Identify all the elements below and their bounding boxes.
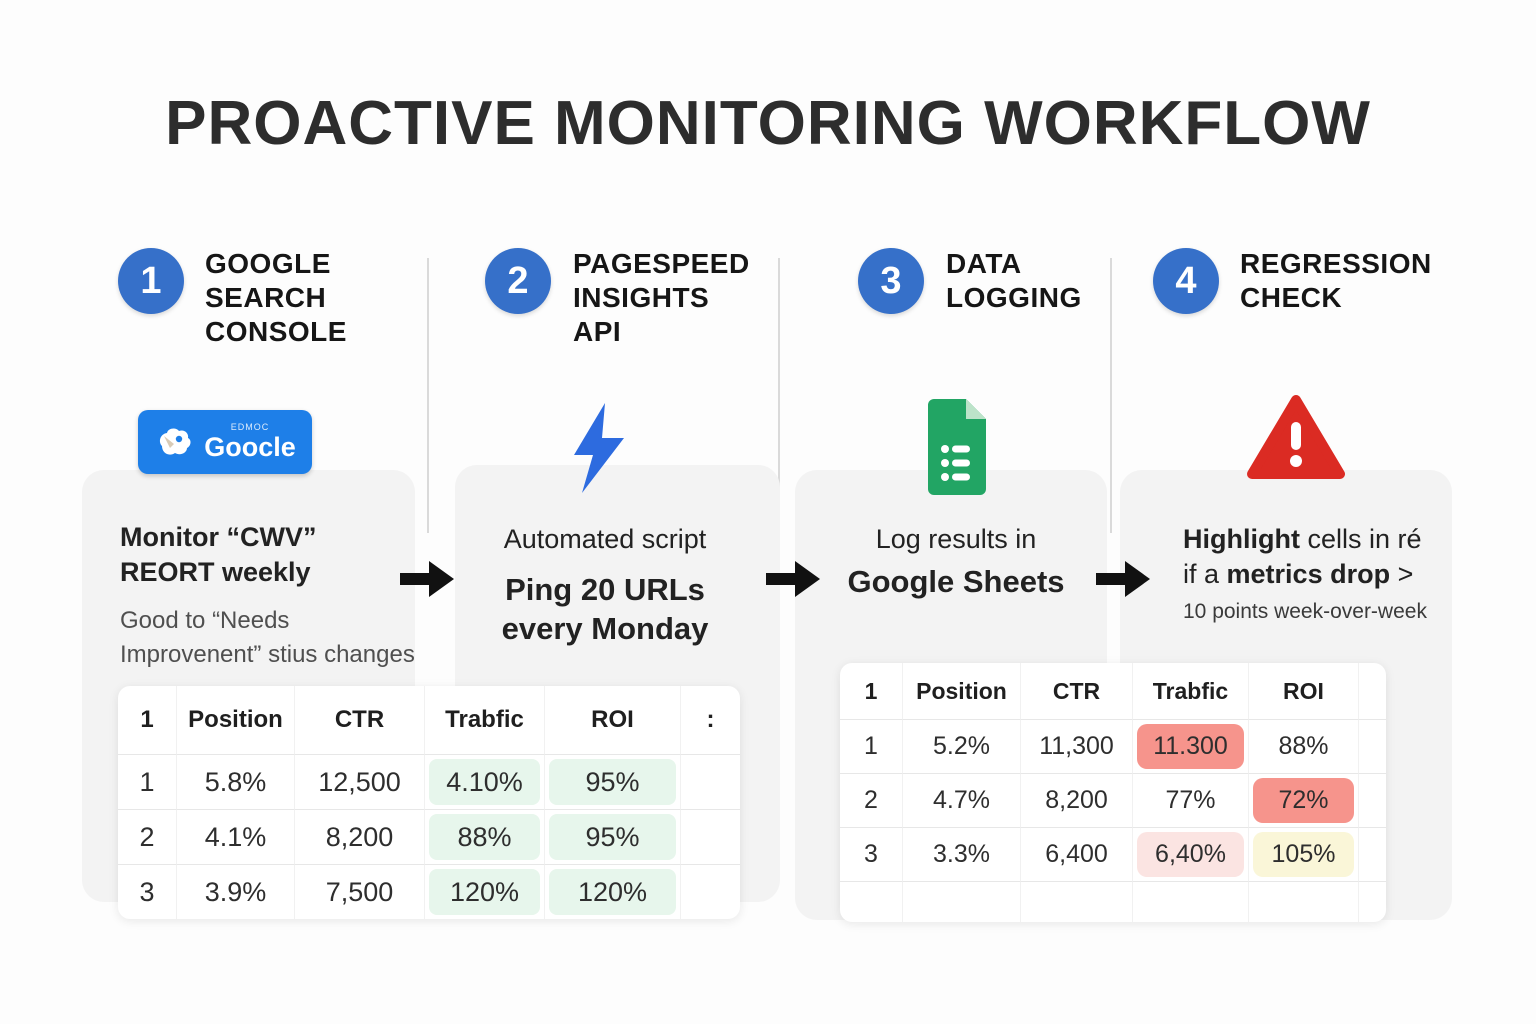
cell-ctr: 11,300 (1020, 719, 1132, 773)
step1-desc-sub: Good to “Needs Improvenent” stius changes (120, 607, 415, 668)
cell-roi-warn: 105% (1248, 827, 1358, 881)
step4-number: 4 (1175, 259, 1197, 302)
cell-trabfic: 120% (424, 864, 544, 919)
gsc-metrics-table: 1 Position CTR Trabfic ROI : 1 5.8% 12,5… (118, 686, 740, 919)
warning-triangle-icon (1247, 395, 1345, 479)
step4-desc-sub: 10 points week-over-week (1183, 600, 1427, 624)
col-header: ROI (544, 686, 680, 754)
col-header: Trabfic (1132, 663, 1248, 719)
cell-trabfic-warn: 6,40% (1132, 827, 1248, 881)
google-bird-icon (160, 428, 191, 455)
cell-position: 5.8% (176, 754, 294, 809)
column-divider (778, 258, 780, 533)
cell-position: 3.3% (902, 827, 1020, 881)
step3-description: Log results in Google Sheets (800, 522, 1112, 602)
col-header: CTR (294, 686, 424, 754)
table-row: 1 5.2% 11,300 11.300 88% (840, 719, 1386, 773)
col-header: Trabfic (424, 686, 544, 754)
row-number: 1 (840, 719, 902, 773)
row-number: 1 (118, 754, 176, 809)
google-logo-badge: EDMOC Goocle (138, 410, 312, 474)
cell-position: 4.1% (176, 809, 294, 864)
step3-desc-bold: Google Sheets (847, 564, 1065, 600)
arrow-right-icon (400, 561, 454, 597)
step3-title: DATA LOGGING (946, 248, 1082, 314)
table-row: 3 3.3% 6,400 6,40% 105% (840, 827, 1386, 881)
col-header: CTR (1020, 663, 1132, 719)
cell-roi-alert: 72% (1248, 773, 1358, 827)
step3-number: 3 (880, 259, 902, 302)
row-number: 3 (840, 827, 902, 881)
corner-cell: 1 (140, 706, 154, 733)
step2-title: PAGESPEED INSIGHTS API (573, 248, 750, 348)
step2-number: 2 (507, 259, 529, 302)
cell-ctr: 8,200 (1020, 773, 1132, 827)
cell-ctr: 12,500 (294, 754, 424, 809)
cell-roi: 95% (544, 754, 680, 809)
cell-ctr: 7,500 (294, 864, 424, 919)
step4-desc-line2: if a metrics drop > (1183, 559, 1414, 590)
table-row-empty (840, 881, 1386, 922)
step4-title: REGRESSION CHECK (1240, 248, 1432, 314)
arrow-right-icon (1096, 561, 1150, 597)
row-number: 3 (118, 864, 176, 919)
column-divider (1110, 258, 1112, 533)
cell-trabfic: 4.10% (424, 754, 544, 809)
cell-trabfic-alert: 11.300 (1132, 719, 1248, 773)
column-divider (427, 258, 429, 533)
row-number: 2 (840, 773, 902, 827)
step2-number-badge: 2 (485, 248, 551, 314)
badge-small-text: EDMOC (230, 422, 270, 432)
step4-desc-line1: Highlight cells in ré (1183, 524, 1422, 554)
step4-description: Highlight cells in ré if a metrics drop … (1183, 522, 1453, 624)
step1-title: GOOGLE SEARCH CONSOLE (205, 248, 347, 348)
step1-number-badge: 1 (118, 248, 184, 314)
cell-position: 4.7% (902, 773, 1020, 827)
step2-desc-bold1: Ping 20 URLs (505, 572, 705, 608)
step2-desc-top: Automated script (503, 524, 707, 554)
cell-roi: 88% (1248, 719, 1358, 773)
table-header-row: 1 Position CTR Trabfic ROI : (118, 686, 740, 754)
step2-description: Automated script Ping 20 URLs every Mond… (460, 522, 750, 649)
step4-number-badge: 4 (1153, 248, 1219, 314)
lightning-bolt-icon (574, 403, 624, 493)
step1-description: Monitor “CWV” REORT weekly Good to “Need… (120, 520, 420, 671)
row-number: 2 (118, 809, 176, 864)
table-row: 2 4.1% 8,200 88% 95% (118, 809, 740, 864)
corner-cell: 1 (864, 677, 878, 704)
google-sheets-icon (928, 399, 986, 495)
arrow-right-icon (766, 561, 820, 597)
cell-position: 3.9% (176, 864, 294, 919)
col-header: Position (176, 686, 294, 754)
cell-ctr: 6,400 (1020, 827, 1132, 881)
cell-trabfic: 88% (424, 809, 544, 864)
cell-ctr: 8,200 (294, 809, 424, 864)
cell-trabfic: 77% (1132, 773, 1248, 827)
col-header: ROI (1248, 663, 1358, 719)
sheets-log-table: 1 Position CTR Trabfic ROI 1 5.2% 11,300… (840, 663, 1386, 922)
table-row: 1 5.8% 12,500 4.10% 95% (118, 754, 740, 809)
step3-desc-top: Log results in (875, 524, 1037, 554)
table-row: 3 3.9% 7,500 120% 120% (118, 864, 740, 919)
table-header-row: 1 Position CTR Trabfic ROI (840, 663, 1386, 719)
page-title: PROACTIVE MONITORING WORKFLOW (165, 89, 1371, 158)
table-row: 2 4.7% 8,200 77% 72% (840, 773, 1386, 827)
step2-desc-bold2: every Monday (501, 610, 709, 646)
step1-desc-line1: Monitor “CWV” (120, 522, 317, 552)
col-header: Position (902, 663, 1020, 719)
badge-label: Goocle (204, 432, 296, 462)
step3-number-badge: 3 (858, 248, 924, 314)
cell-position: 5.2% (902, 719, 1020, 773)
cell-roi: 95% (544, 809, 680, 864)
cell-roi: 120% (544, 864, 680, 919)
step1-desc-line2: REORT weekly (120, 557, 311, 588)
step1-number: 1 (140, 259, 162, 302)
col-header: : (680, 686, 740, 754)
